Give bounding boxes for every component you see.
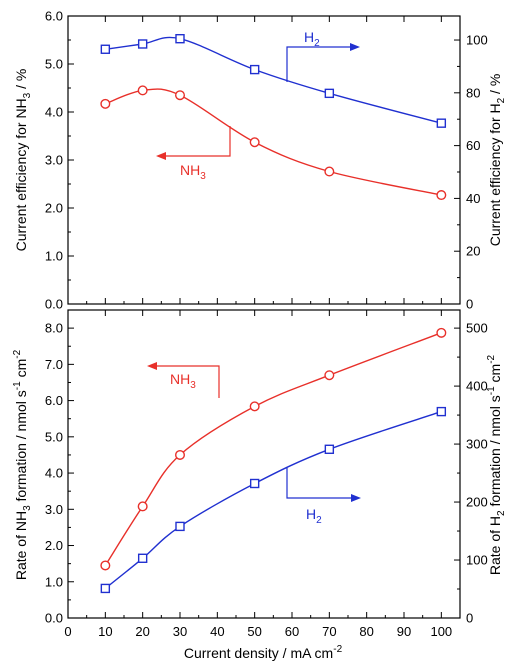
top-left-tick-label: 2.0 <box>45 201 63 216</box>
x-tick-label: 70 <box>322 624 336 639</box>
top-h2-point <box>100 44 111 54</box>
bottom-right-tick-label: 100 <box>466 553 488 568</box>
top-h2-point <box>436 118 447 128</box>
bottom-left-tick-label: 2.0 <box>45 538 63 553</box>
top-left-tick-label: 5.0 <box>45 57 63 72</box>
bottom-left-tick-label: 5.0 <box>45 429 63 444</box>
x-tick-label: 10 <box>98 624 112 639</box>
bottom-left-tick-label: 0.0 <box>45 611 63 626</box>
bottom-left-tick-label: 1.0 <box>45 574 63 589</box>
top-nh3-callout: NH3 <box>156 126 231 182</box>
bottom-h2-point <box>100 583 111 594</box>
bottom-panel: 0.0 1.0 2.0 3.0 4.0 5.0 6.0 7.0 8.0 0 100 200 300 400… <box>45 309 488 626</box>
bottom-left-axis-label: Rate of NH3 formation / nmol s-1 cm-2 <box>12 349 33 580</box>
top-nh3-point <box>436 190 447 201</box>
x-tick-label: 80 <box>359 624 373 639</box>
bottom-nh3-point <box>137 501 148 512</box>
x-tick-label: 90 <box>397 624 411 639</box>
bottom-nh3-point <box>249 401 260 412</box>
top-left-tick-label: 4.0 <box>45 105 63 120</box>
bottom-left-tick-label: 3.0 <box>45 502 63 517</box>
bottom-right-tick-label: 200 <box>466 495 488 510</box>
top-nh3-point <box>249 137 260 148</box>
bottom-nh3-point <box>100 560 111 571</box>
x-tick-label: 100 <box>430 624 452 639</box>
top-nh3-line <box>105 88 442 196</box>
x-axis-label: Current density / mA cm-2 <box>184 644 343 661</box>
bottom-h2-point <box>137 553 148 563</box>
svg-text:H2: H2 <box>306 506 322 526</box>
top-left-tick-label: 1.0 <box>45 249 63 264</box>
top-panel: 0.0 1.0 2.0 3.0 4.0 5.0 6.0 0 20 40 60 80 100 <box>45 9 488 312</box>
bottom-h2-point <box>324 444 335 454</box>
x-tick-label: 0 <box>64 624 71 639</box>
bottom-nh3-point <box>324 370 335 381</box>
top-nh3-point <box>100 98 111 109</box>
top-left-tick-label: 3.0 <box>45 153 63 168</box>
bottom-nh3-point <box>436 327 447 338</box>
bottom-h2-line <box>104 410 442 589</box>
bottom-h2-callout: H2 <box>286 468 361 526</box>
top-right-tick-label: 60 <box>466 138 480 153</box>
bottom-left-tick-label: 6.0 <box>45 393 63 408</box>
bottom-right-tick-label: 300 <box>466 437 488 452</box>
x-tick-label: 60 <box>285 624 299 639</box>
top-right-tick-label: 100 <box>466 33 488 48</box>
svg-text:NH3: NH3 <box>180 162 206 182</box>
bottom-h2-point <box>249 478 260 489</box>
top-right-tick-label: 80 <box>466 85 480 100</box>
bottom-right-tick-label: 0 <box>466 611 473 626</box>
top-nh3-point <box>174 90 185 101</box>
x-tick-label: 20 <box>135 624 149 639</box>
bottom-right-tick-label: 400 <box>466 379 488 394</box>
x-tick-label: 30 <box>173 624 187 639</box>
x-axis: 0 10 20 30 40 50 60 70 80 90 100 <box>64 624 452 639</box>
top-left-axis-label: Current efficiency for NH3 / % <box>13 69 33 252</box>
top-nh3-point <box>324 166 335 177</box>
bottom-plot-frame <box>67 309 461 619</box>
bottom-right-tick-label: 500 <box>466 321 488 336</box>
top-right-axis-label: Current efficiency for H2 / % <box>487 74 507 247</box>
bottom-left-tick-label: 4.0 <box>45 466 63 481</box>
top-plot-frame <box>67 15 461 305</box>
x-tick-label: 40 <box>210 624 224 639</box>
bottom-nh3-callout: NH3 <box>147 362 220 398</box>
top-h2-point <box>324 88 335 99</box>
top-right-tick-label: 0 <box>466 297 473 312</box>
x-tick-label: 50 <box>247 624 261 639</box>
top-h2-point <box>249 64 260 75</box>
bottom-h2-point <box>175 521 185 532</box>
bottom-right-axis-label: Rate of H2 formation / nmol s-1 cm-2 <box>486 354 507 575</box>
top-right-tick-label: 40 <box>466 191 480 206</box>
top-h2-line <box>105 36 442 124</box>
top-h2-point <box>175 34 185 44</box>
top-nh3-point <box>137 85 148 96</box>
bottom-h2-point <box>436 406 447 417</box>
bottom-nh3-point <box>174 449 185 460</box>
top-right-tick-label: 20 <box>466 244 480 259</box>
svg-text:H2: H2 <box>304 29 320 49</box>
bottom-left-tick-label: 8.0 <box>45 321 63 336</box>
bottom-left-tick-label: 7.0 <box>45 357 63 372</box>
svg-text:NH3: NH3 <box>170 371 196 391</box>
top-left-tick-label: 6.0 <box>45 9 63 24</box>
top-left-tick-label: 0.0 <box>45 297 63 312</box>
top-h2-callout: H2 <box>286 29 360 82</box>
top-h2-point <box>137 39 148 49</box>
